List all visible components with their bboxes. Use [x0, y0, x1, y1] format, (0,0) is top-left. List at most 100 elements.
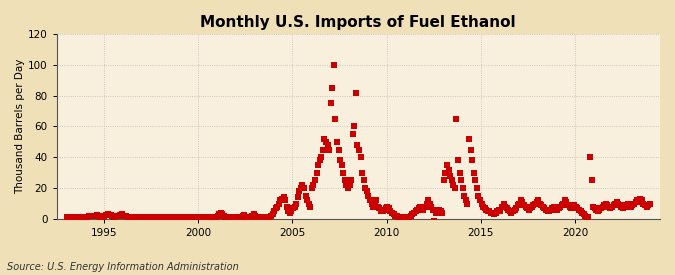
- Point: [614, 203, 625, 207]
- Point: [110, 214, 121, 218]
- Point: [288, 206, 298, 210]
- Point: [608, 203, 619, 207]
- Point: [188, 215, 199, 220]
- Point: [478, 204, 489, 209]
- Point: [363, 194, 374, 198]
- Point: [173, 215, 184, 220]
- Point: [161, 215, 171, 220]
- Point: [605, 206, 616, 210]
- Point: [382, 204, 393, 209]
- Point: [294, 189, 304, 193]
- Point: [638, 201, 649, 206]
- Point: [627, 203, 638, 207]
- Point: [423, 198, 433, 203]
- Point: [239, 213, 250, 217]
- Point: [481, 208, 492, 212]
- Point: [253, 215, 264, 220]
- Point: [115, 213, 126, 217]
- Point: [599, 203, 610, 207]
- Point: [568, 204, 578, 209]
- Point: [193, 215, 204, 220]
- Point: [71, 215, 82, 220]
- Point: [123, 214, 134, 219]
- Point: [641, 204, 652, 209]
- Point: [105, 213, 116, 217]
- Point: [256, 215, 267, 220]
- Point: [259, 215, 270, 220]
- Point: [63, 215, 74, 220]
- Point: [178, 215, 188, 220]
- Point: [92, 214, 103, 218]
- Point: [437, 211, 448, 215]
- Point: [509, 208, 520, 212]
- Point: [144, 215, 155, 220]
- Point: [518, 203, 529, 207]
- Point: [352, 143, 363, 147]
- Point: [445, 174, 456, 178]
- Point: [558, 201, 569, 206]
- Point: [561, 200, 572, 204]
- Point: [575, 209, 586, 213]
- Point: [181, 215, 192, 220]
- Point: [589, 206, 600, 210]
- Point: [393, 215, 404, 220]
- Point: [170, 215, 181, 220]
- Point: [448, 183, 459, 187]
- Point: [135, 215, 146, 220]
- Point: [124, 215, 135, 220]
- Point: [582, 215, 593, 220]
- Point: [99, 214, 110, 218]
- Point: [350, 90, 361, 95]
- Point: [545, 208, 556, 212]
- Point: [211, 215, 221, 220]
- Point: [610, 201, 620, 206]
- Point: [273, 201, 284, 206]
- Point: [192, 215, 202, 220]
- Point: [140, 215, 151, 220]
- Point: [522, 206, 533, 210]
- Point: [330, 117, 341, 121]
- Point: [464, 137, 475, 141]
- Point: [201, 215, 212, 220]
- Point: [74, 215, 85, 220]
- Point: [335, 158, 346, 163]
- Point: [130, 215, 141, 220]
- Point: [159, 215, 169, 220]
- Point: [84, 214, 95, 218]
- Point: [594, 208, 605, 212]
- Point: [355, 155, 366, 160]
- Point: [392, 214, 402, 218]
- Point: [215, 211, 226, 215]
- Point: [76, 215, 86, 220]
- Point: [331, 140, 342, 144]
- Point: [410, 209, 421, 213]
- Point: [602, 203, 613, 207]
- Point: [398, 215, 408, 220]
- Point: [511, 206, 522, 210]
- Point: [377, 209, 388, 213]
- Point: [221, 215, 232, 220]
- Point: [91, 213, 102, 217]
- Point: [368, 204, 379, 209]
- Point: [254, 215, 265, 220]
- Point: [85, 214, 96, 218]
- Point: [418, 208, 429, 212]
- Point: [399, 215, 410, 220]
- Point: [322, 143, 333, 147]
- Point: [577, 211, 588, 215]
- Point: [635, 197, 646, 201]
- Point: [413, 206, 424, 210]
- Point: [116, 212, 127, 216]
- Point: [588, 204, 599, 209]
- Point: [477, 201, 487, 206]
- Point: [467, 158, 478, 163]
- Point: [551, 208, 562, 212]
- Point: [364, 198, 375, 203]
- Point: [238, 214, 248, 218]
- Point: [490, 211, 501, 215]
- Point: [479, 206, 490, 210]
- Point: [385, 209, 396, 213]
- Point: [79, 215, 90, 220]
- Point: [593, 209, 603, 213]
- Point: [367, 201, 377, 206]
